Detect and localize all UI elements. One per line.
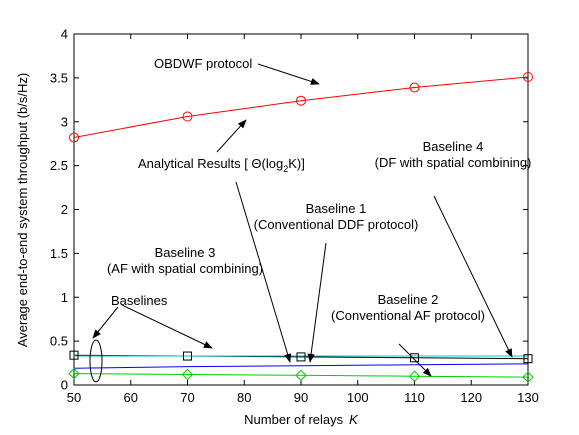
series-line-4 <box>73 373 529 378</box>
series-line-0 <box>73 76 529 138</box>
label-baseline2-line2: (Conventional AF protocol) <box>331 308 485 323</box>
label-baseline4-line1: Baseline 4 <box>423 139 484 154</box>
data-point <box>296 95 306 106</box>
data-point <box>410 353 419 363</box>
data-point <box>408 370 421 382</box>
data-point <box>295 369 307 382</box>
arrow-baseline2 <box>398 343 432 377</box>
y-tick-label: 2.5 <box>50 158 68 173</box>
arrow-analytical-down <box>235 181 292 363</box>
data-point <box>181 368 194 381</box>
x-axis-label: Number of relays K <box>244 412 359 427</box>
x-tick-label: 120 <box>460 390 482 405</box>
x-tick-label: 70 <box>180 390 194 405</box>
label-baseline1-line2: (Conventional DDF protocol) <box>254 217 419 232</box>
arrow-obdwf <box>257 63 320 85</box>
data-point <box>182 111 193 122</box>
data-point <box>68 367 80 380</box>
y-tick-label: 3.5 <box>50 70 68 85</box>
label-baseline3-line1: Baseline 3 <box>155 245 216 260</box>
y-tick-label: 1.5 <box>50 246 68 261</box>
data-point <box>409 82 420 93</box>
label-analytical: Analytical Results [ Θ(log2K)] <box>138 156 305 174</box>
label-baseline2-line1: Baseline 2 <box>378 292 439 307</box>
x-tick-label: 80 <box>237 390 251 405</box>
data-point <box>69 350 79 360</box>
arrow-baseline3 <box>121 304 213 349</box>
x-tick-label: 100 <box>347 390 369 405</box>
series-line-3 <box>73 363 529 369</box>
data-point <box>523 354 533 364</box>
label-baseline3-line2: (AF with spatial combining) <box>107 261 263 276</box>
arrow-analytical-up <box>216 119 247 153</box>
x-tick-label: 60 <box>124 390 138 405</box>
label-baseline1-line1: Baseline 1 <box>306 201 367 216</box>
y-tick-label: 1 <box>61 290 68 305</box>
baselines-ellipse <box>89 339 103 383</box>
data-point <box>296 352 306 362</box>
y-tick-label: 3 <box>61 114 68 129</box>
y-tick-label: 2 <box>61 202 68 217</box>
y-axis-label: Average end-to-end system throughput (b/… <box>15 73 30 347</box>
arrow-baseline4 <box>433 195 513 358</box>
annotation-arrows <box>89 63 513 383</box>
series-lines <box>73 76 529 378</box>
y-tick-label: 0 <box>61 378 68 393</box>
data-point <box>183 351 192 361</box>
label-obdwf: OBDWF protocol <box>154 56 252 71</box>
series-markers <box>68 71 534 383</box>
arrow-baseline1 <box>307 242 327 363</box>
label-baselines: Baselines <box>111 293 168 308</box>
plot-area <box>73 33 529 386</box>
label-baseline4-line2: (DF with spatial combining) <box>375 155 532 170</box>
x-tick-label: 50 <box>67 390 81 405</box>
x-tick-label: 130 <box>517 390 539 405</box>
data-point <box>69 132 79 143</box>
arrow-baselines <box>92 306 119 339</box>
axis-ticks: 50 60 70 80 90 100 110 120 130 0 0.5 1 1.5 2 2.5 3 3.5 4 <box>50 27 539 406</box>
annotation-texts: OBDWF protocol Analytical Results [ Θ(lo… <box>107 56 531 323</box>
x-tick-label: 110 <box>404 390 425 405</box>
data-point <box>523 71 533 82</box>
data-point <box>522 371 534 383</box>
x-tick-label: 90 <box>294 390 308 405</box>
y-tick-label: 0.5 <box>50 334 68 349</box>
y-tick-label: 4 <box>61 27 68 42</box>
